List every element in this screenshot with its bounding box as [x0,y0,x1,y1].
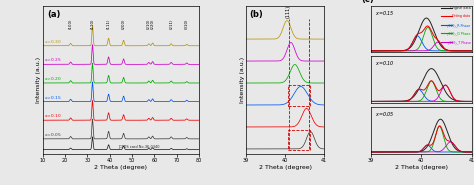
Text: ⟨110⟩_T Phase: ⟨110⟩_T Phase [447,40,471,44]
Bar [288,85,310,106]
Text: $x$=0.10: $x$=0.10 [45,112,62,119]
X-axis label: 2 Theta (degree): 2 Theta (degree) [94,165,147,170]
Text: (220): (220) [151,18,155,29]
Text: $x$=0.20: $x$=0.20 [45,75,62,82]
Y-axis label: Intensity (a.u.): Intensity (a.u.) [239,56,245,103]
X-axis label: 2 Theta (degree): 2 Theta (degree) [395,165,448,170]
Text: (111): (111) [107,18,110,29]
Text: (211): (211) [169,18,173,29]
Text: (b): (b) [249,10,263,19]
Text: ⟨110⟩_O Phase: ⟨110⟩_O Phase [447,31,471,35]
X-axis label: 2 Theta (degree): 2 Theta (degree) [259,165,311,170]
Text: (200): (200) [121,18,126,29]
Text: (a): (a) [47,10,61,19]
Text: Original data: Original data [450,6,471,10]
Text: Fitting data: Fitting data [453,14,471,18]
Text: JCPDS card No.36-0340: JCPDS card No.36-0340 [118,145,160,149]
Text: (c): (c) [361,0,374,4]
Text: (110): (110) [91,18,94,29]
Text: (100): (100) [69,18,73,29]
Text: (111): (111) [286,5,291,18]
Text: $x$=0.05: $x$=0.05 [45,131,62,138]
Text: (210): (210) [147,18,151,29]
Text: $x$=0.30: $x$=0.30 [45,38,62,45]
Text: $x$=0.15: $x$=0.15 [375,9,395,17]
Bar [288,130,310,150]
Text: $x$=0.05: $x$=0.05 [375,110,395,118]
Text: $x$=0.10: $x$=0.10 [375,59,395,67]
Text: $x$=0.25: $x$=0.25 [45,56,62,63]
Text: $x$=0.15: $x$=0.15 [45,94,62,101]
Text: ⟨110⟩_R Phase: ⟨110⟩_R Phase [447,23,471,27]
Y-axis label: Intensity (a.u.): Intensity (a.u.) [36,56,41,103]
Text: (310): (310) [185,18,189,29]
